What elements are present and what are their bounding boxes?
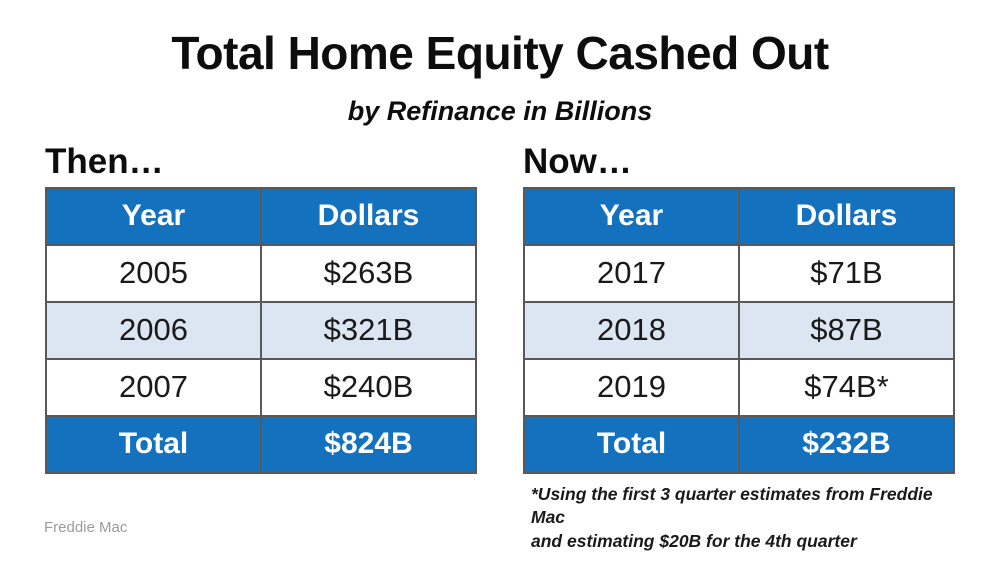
then-dollars-2006: $321B xyxy=(260,300,477,360)
then-col-header-dollars: Dollars xyxy=(260,186,477,246)
now-dollars-2017: $71B xyxy=(738,243,955,303)
now-total-row: Total $232B xyxy=(523,414,955,474)
then-year-2005: 2005 xyxy=(45,243,262,303)
table-row: 2017 $71B xyxy=(523,243,955,303)
now-total-label: Total xyxy=(523,414,740,474)
then-dollars-2005: $263B xyxy=(260,243,477,303)
now-section: Now… Year Dollars 2017 $71B 2018 $87B 20… xyxy=(523,142,955,554)
now-total-value: $232B xyxy=(738,414,955,474)
then-table: Year Dollars 2005 $263B 2006 $321B 2007 … xyxy=(45,186,477,474)
now-table: Year Dollars 2017 $71B 2018 $87B 2019 $7… xyxy=(523,186,955,474)
then-year-2006: 2006 xyxy=(45,300,262,360)
now-col-header-year: Year xyxy=(523,186,740,246)
footnote-line-2: and estimating $20B for the 4th quarter xyxy=(531,530,857,551)
now-col-header-dollars: Dollars xyxy=(738,186,955,246)
page-title: Total Home Equity Cashed Out xyxy=(171,27,829,79)
now-year-2019: 2019 xyxy=(523,357,740,417)
then-section: Then… Year Dollars 2005 $263B 2006 $321B xyxy=(45,142,477,474)
page-subtitle: by Refinance in Billions xyxy=(347,96,653,126)
table-row: 2007 $240B xyxy=(45,357,477,417)
now-label: Now… xyxy=(523,142,632,181)
footnote-line-1: *Using the first 3 quarter estimates fro… xyxy=(531,483,933,528)
then-label: Then… xyxy=(45,142,164,181)
table-row: 2019 $74B* xyxy=(523,357,955,417)
then-dollars-2007: $240B xyxy=(260,357,477,417)
now-year-2017: 2017 xyxy=(523,243,740,303)
then-col-header-year: Year xyxy=(45,186,262,246)
table-row: 2006 $321B xyxy=(45,300,477,360)
then-total-value: $824B xyxy=(260,414,477,474)
now-dollars-2018: $87B xyxy=(738,300,955,360)
then-year-2007: 2007 xyxy=(45,357,262,417)
then-header-row: Year Dollars xyxy=(45,186,477,246)
table-row: 2005 $263B xyxy=(45,243,477,303)
table-row: 2018 $87B xyxy=(523,300,955,360)
now-header-row: Year Dollars xyxy=(523,186,955,246)
then-total-label: Total xyxy=(45,414,262,474)
source-label: Freddie Mac xyxy=(44,519,128,536)
then-total-row: Total $824B xyxy=(45,414,477,474)
footnote: *Using the first 3 quarter estimates fro… xyxy=(523,483,955,554)
now-dollars-2019: $74B* xyxy=(738,357,955,417)
now-year-2018: 2018 xyxy=(523,300,740,360)
